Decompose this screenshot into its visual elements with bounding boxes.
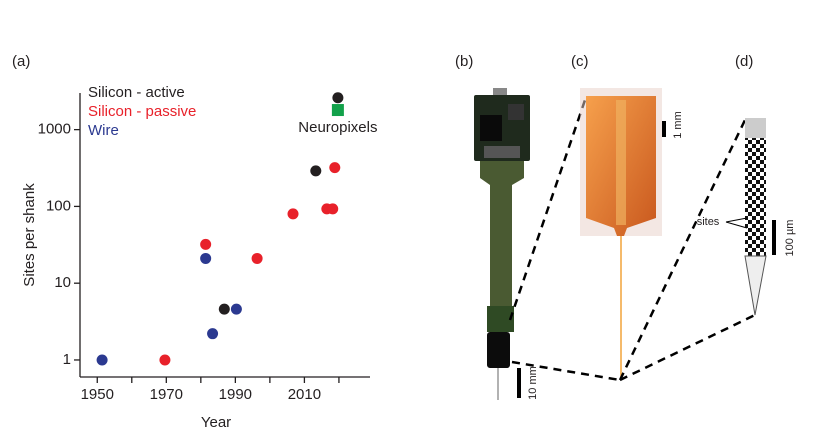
y-tick-label: 1000 bbox=[38, 121, 71, 138]
zoom-line bbox=[618, 119, 747, 381]
data-point bbox=[96, 354, 108, 366]
zoom-line bbox=[619, 313, 756, 382]
data-point bbox=[251, 252, 263, 264]
data-point bbox=[218, 303, 230, 315]
scale-bar-label: 1 mm bbox=[672, 111, 684, 139]
data-point bbox=[327, 203, 339, 215]
data-point bbox=[200, 238, 212, 250]
data-point bbox=[329, 162, 341, 174]
scale-bar-label: 100 µm bbox=[784, 220, 796, 257]
panel-label: (d) bbox=[735, 53, 753, 70]
data-point bbox=[310, 165, 322, 177]
legend-entry: Silicon - active bbox=[88, 84, 185, 101]
panel-label: (a) bbox=[12, 53, 30, 70]
shank-illustration bbox=[725, 118, 776, 316]
y-tick-label: 10 bbox=[54, 274, 71, 291]
x-tick-label: 2010 bbox=[288, 386, 321, 403]
data-point bbox=[207, 328, 219, 340]
y-axis-label: Sites per shank bbox=[21, 183, 38, 287]
x-axis-label: Year bbox=[201, 414, 231, 431]
legend-entry: Silicon - passive bbox=[88, 103, 196, 120]
scale-bar-label: 10 mm bbox=[527, 366, 539, 400]
legend-entry: Wire bbox=[88, 122, 119, 139]
y-tick-label: 100 bbox=[46, 197, 71, 214]
x-tick-label: 1950 bbox=[81, 386, 114, 403]
data-point bbox=[287, 208, 299, 220]
data-point bbox=[159, 354, 171, 366]
zoom-line bbox=[511, 360, 621, 382]
panel-label: (b) bbox=[455, 53, 473, 70]
annotation: Neuropixels bbox=[298, 119, 377, 136]
panel-label: (c) bbox=[571, 53, 589, 70]
x-tick-label: 1970 bbox=[150, 386, 183, 403]
chip-illustration bbox=[580, 88, 666, 380]
y-tick-label: 1 bbox=[63, 351, 71, 368]
data-point bbox=[332, 92, 344, 104]
data-point bbox=[200, 252, 212, 264]
sites-label: sites bbox=[697, 216, 720, 228]
probe-illustration bbox=[474, 88, 530, 400]
zoom-line bbox=[508, 99, 587, 321]
highlight-point bbox=[331, 104, 344, 117]
data-point bbox=[230, 303, 242, 315]
x-tick-label: 1990 bbox=[219, 386, 252, 403]
